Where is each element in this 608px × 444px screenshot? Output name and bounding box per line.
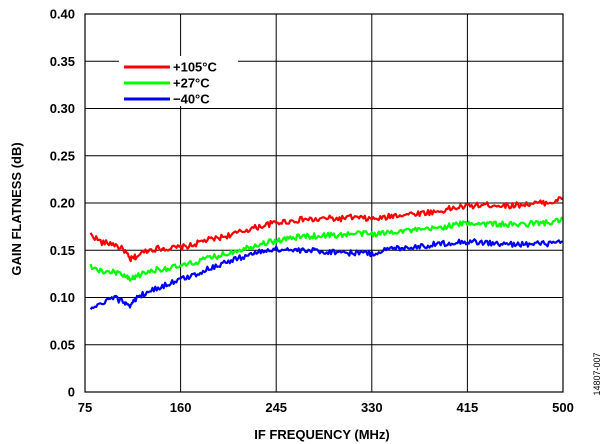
y-tick-label: 0.05 [50, 337, 75, 352]
y-tick-label: 0.10 [50, 290, 75, 305]
x-tick-label: 245 [265, 400, 287, 415]
y-tick-label: 0.30 [50, 101, 75, 116]
y-tick-label: 0.40 [50, 7, 75, 22]
series-line-1 [89, 216, 564, 282]
figure-id: 14807-007 [592, 352, 602, 395]
y-axis-ticks: 0 0.05 0.10 0.15 0.20 0.25 0.30 0.35 0.40 [50, 7, 75, 400]
series-layer [89, 196, 564, 310]
y-tick-label: 0.15 [50, 243, 75, 258]
x-tick-label: 415 [457, 400, 479, 415]
legend-label: +105°C [173, 60, 217, 75]
series-line-2 [89, 238, 563, 310]
plot-frame [84, 13, 564, 393]
legend: +105°C+27°C−40°C [119, 56, 238, 107]
legend-label: +27°C [173, 76, 210, 91]
y-axis-title: GAIN FLATNESS (dB) [9, 142, 24, 275]
x-tick-label: 500 [552, 400, 574, 415]
x-tick-label: 330 [361, 400, 383, 415]
y-tick-label: 0 [68, 385, 75, 400]
legend-label: −40°C [173, 92, 210, 107]
x-tick-label: 160 [170, 400, 192, 415]
y-tick-label: 0.35 [50, 54, 75, 69]
y-tick-label: 0.20 [50, 196, 75, 211]
series-line-0 [89, 196, 564, 263]
x-axis-ticks: 75 160 245 330 415 500 [78, 400, 574, 415]
x-axis-title: IF FREQUENCY (MHz) [254, 427, 390, 442]
x-tick-label: 75 [78, 400, 92, 415]
y-tick-label: 0.25 [50, 148, 75, 163]
